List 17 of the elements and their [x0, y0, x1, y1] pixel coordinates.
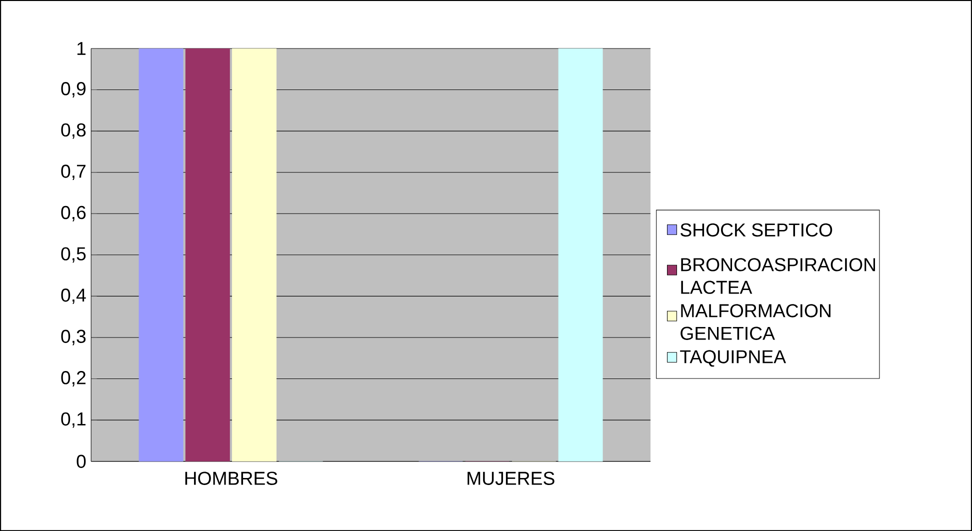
y-tick-label: 0,3 [61, 330, 86, 346]
legend-label: MALFORMACION GENETICA [680, 304, 830, 340]
y-tick-label: 0,9 [61, 82, 86, 98]
y-tick-label: 0 [76, 454, 86, 468]
y-tick-label: 1 [77, 42, 86, 55]
y-tick-label: 0,8 [61, 123, 86, 139]
y-tick-label: 0,2 [61, 370, 86, 386]
x-tick-label: HOMBRES [185, 472, 278, 485]
legend-label: BRONCOASPIRACION LACTEA [681, 258, 876, 294]
x-tick-label: MUJERES [468, 472, 554, 485]
y-tick-label: 0,4 [61, 288, 86, 304]
y-tick-label: 0,1 [61, 412, 86, 428]
y-tick-label: 0,7 [61, 164, 86, 180]
legend-label: TAQUIPNEA [680, 350, 786, 367]
y-tick-label: 0,5 [61, 247, 86, 263]
legend-label: SHOCK SEPTICO [680, 223, 832, 237]
y-tick-label: 0,6 [61, 206, 86, 222]
